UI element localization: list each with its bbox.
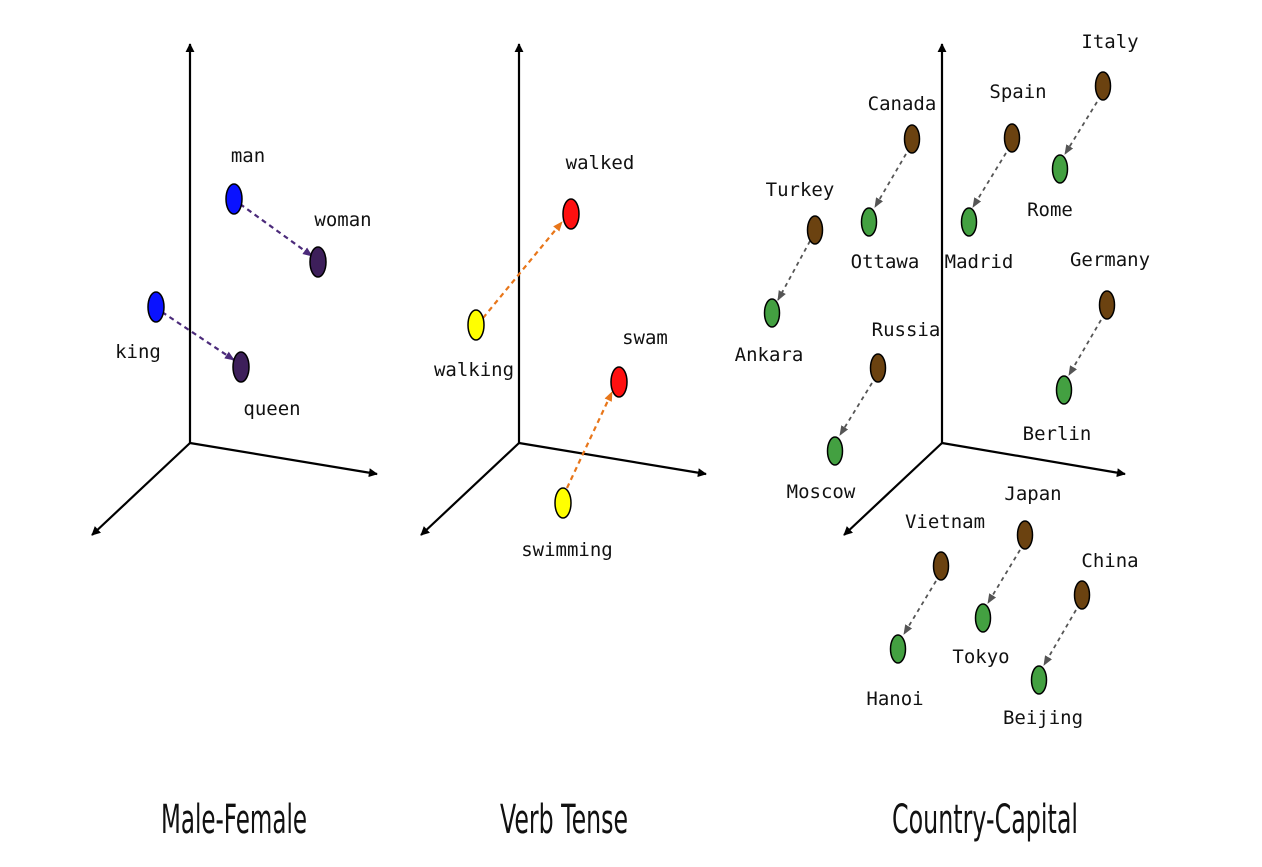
rome-point <box>1051 154 1069 184</box>
germany-to-berlin-arrow <box>1068 319 1102 376</box>
label-hanoi: Hanoi <box>866 688 923 710</box>
label-canada: Canada <box>868 93 937 115</box>
spain-to-madrid-arrow <box>972 152 1007 208</box>
verb-tense-panel: walking walked swimming swam Verb Tense <box>420 43 707 843</box>
x-axis <box>941 441 1126 478</box>
swam-point <box>610 366 628 398</box>
walking-point <box>467 309 485 341</box>
label-china: China <box>1081 550 1138 572</box>
x-axis <box>518 441 707 478</box>
tokyo-point <box>974 603 992 633</box>
label-rome: Rome <box>1027 199 1073 221</box>
label-moscow: Moscow <box>787 481 856 503</box>
russia-point <box>869 353 887 383</box>
country-capital-panel: Turkey Canada Spain Italy Germany Russia… <box>735 31 1150 843</box>
label-queen: queen <box>243 398 300 420</box>
male-female-panel: man woman king queen Male-Female <box>91 43 378 843</box>
turkey-point <box>806 215 824 245</box>
panel-title-country-capital: Country-Capital <box>892 797 1078 843</box>
z-axis <box>843 442 943 536</box>
label-vietnam: Vietnam <box>905 511 985 533</box>
king-point <box>147 291 165 323</box>
verb-tense-axes <box>420 43 707 536</box>
italy-to-rome-arrow <box>1064 101 1098 155</box>
vietnam-point <box>932 551 950 581</box>
beijing-point <box>1030 665 1048 695</box>
man-to-woman-arrow <box>239 203 313 257</box>
label-berlin: Berlin <box>1023 423 1092 445</box>
panel-title-male-female: Male-Female <box>161 797 307 843</box>
label-walking: walking <box>434 359 514 381</box>
turkey-to-ankara-arrow <box>777 240 811 301</box>
label-russia: Russia <box>872 319 941 341</box>
ottawa-point <box>860 207 878 237</box>
label-woman: woman <box>314 209 371 231</box>
label-ankara: Ankara <box>735 344 804 366</box>
label-tokyo: Tokyo <box>952 646 1009 668</box>
label-turkey: Turkey <box>766 179 835 201</box>
label-walked: walked <box>566 152 635 174</box>
italy-point <box>1094 71 1112 101</box>
panel-title-verb-tense: Verb Tense <box>500 797 628 843</box>
z-axis <box>91 442 191 536</box>
label-man: man <box>231 145 265 167</box>
man-point <box>225 183 243 215</box>
label-italy: Italy <box>1081 31 1138 53</box>
canada-to-ottawa-arrow <box>874 153 907 208</box>
japan-to-tokyo-arrow <box>987 549 1021 604</box>
hanoi-point <box>889 634 907 664</box>
male-female-axes <box>91 43 378 536</box>
china-to-beijing-arrow <box>1043 609 1077 666</box>
moscow-point <box>826 436 844 466</box>
walking-to-walked-arrow <box>482 221 563 319</box>
woman-point <box>309 246 327 278</box>
berlin-point <box>1055 375 1073 405</box>
label-madrid: Madrid <box>945 251 1014 273</box>
vietnam-to-hanoi-arrow <box>903 580 937 635</box>
germany-point <box>1098 290 1116 320</box>
canada-point <box>903 124 921 154</box>
king-to-queen-arrow <box>161 311 235 361</box>
swimming-point <box>554 487 572 519</box>
label-germany: Germany <box>1070 249 1150 271</box>
x-axis <box>189 441 378 478</box>
label-spain: Spain <box>989 81 1046 103</box>
label-beijing: Beijing <box>1003 707 1083 729</box>
spain-point <box>1003 123 1021 153</box>
z-axis <box>420 442 520 536</box>
label-swimming: swimming <box>521 539 613 561</box>
japan-point <box>1016 520 1034 550</box>
china-point <box>1073 580 1091 610</box>
ankara-point <box>763 298 781 328</box>
russia-to-moscow-arrow <box>839 382 873 436</box>
label-king: king <box>115 341 161 363</box>
walked-point <box>562 198 580 230</box>
label-swam: swam <box>622 327 668 349</box>
queen-point <box>232 351 250 383</box>
country-capital-axes <box>843 43 1126 536</box>
swimming-to-swam-arrow <box>566 391 613 489</box>
madrid-point <box>960 207 978 237</box>
label-ottawa: Ottawa <box>851 251 920 273</box>
label-japan: Japan <box>1004 483 1061 505</box>
